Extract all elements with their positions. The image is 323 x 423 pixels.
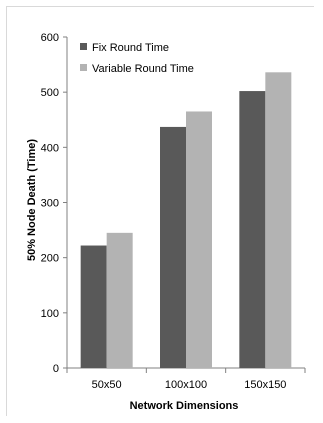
y-tick-label: 100 [41, 308, 59, 320]
bar-fix-round-time [239, 91, 266, 369]
x-tick-label: 50x50 [92, 379, 122, 391]
y-axis-title: 50% Node Death (Time) [26, 139, 38, 261]
legend-label: Variable Round Time [92, 63, 194, 75]
bar-fix-round-time [160, 126, 186, 369]
y-axis: 0 100 200 300 400 500 600 [41, 32, 68, 375]
legend-label: Fix Round Time [92, 42, 169, 54]
bar-series-group [80, 72, 292, 369]
x-axis-title: Network Dimensions [130, 400, 239, 412]
bar-variable-round-time [106, 232, 133, 368]
y-tick-label: 0 [53, 363, 59, 375]
bar-fix-round-time [80, 245, 107, 368]
y-tick-label: 500 [41, 87, 59, 99]
bar-variable-round-time [186, 111, 212, 368]
y-tick-label: 400 [41, 142, 59, 154]
legend-swatch [80, 43, 87, 50]
y-tick-label: 600 [41, 32, 59, 44]
bar-variable-round-time [265, 72, 292, 368]
y-tick-label: 200 [41, 253, 59, 265]
chart-frame [6, 6, 314, 416]
legend-swatch [80, 64, 87, 71]
legend: Fix Round Time Variable Round Time [80, 42, 194, 75]
x-axis: 50x50 100x100 150x150 [66, 367, 306, 391]
y-tick-label: 300 [41, 198, 59, 210]
x-tick-label: 150x150 [244, 379, 286, 391]
x-tick-label: 100x100 [165, 379, 207, 391]
